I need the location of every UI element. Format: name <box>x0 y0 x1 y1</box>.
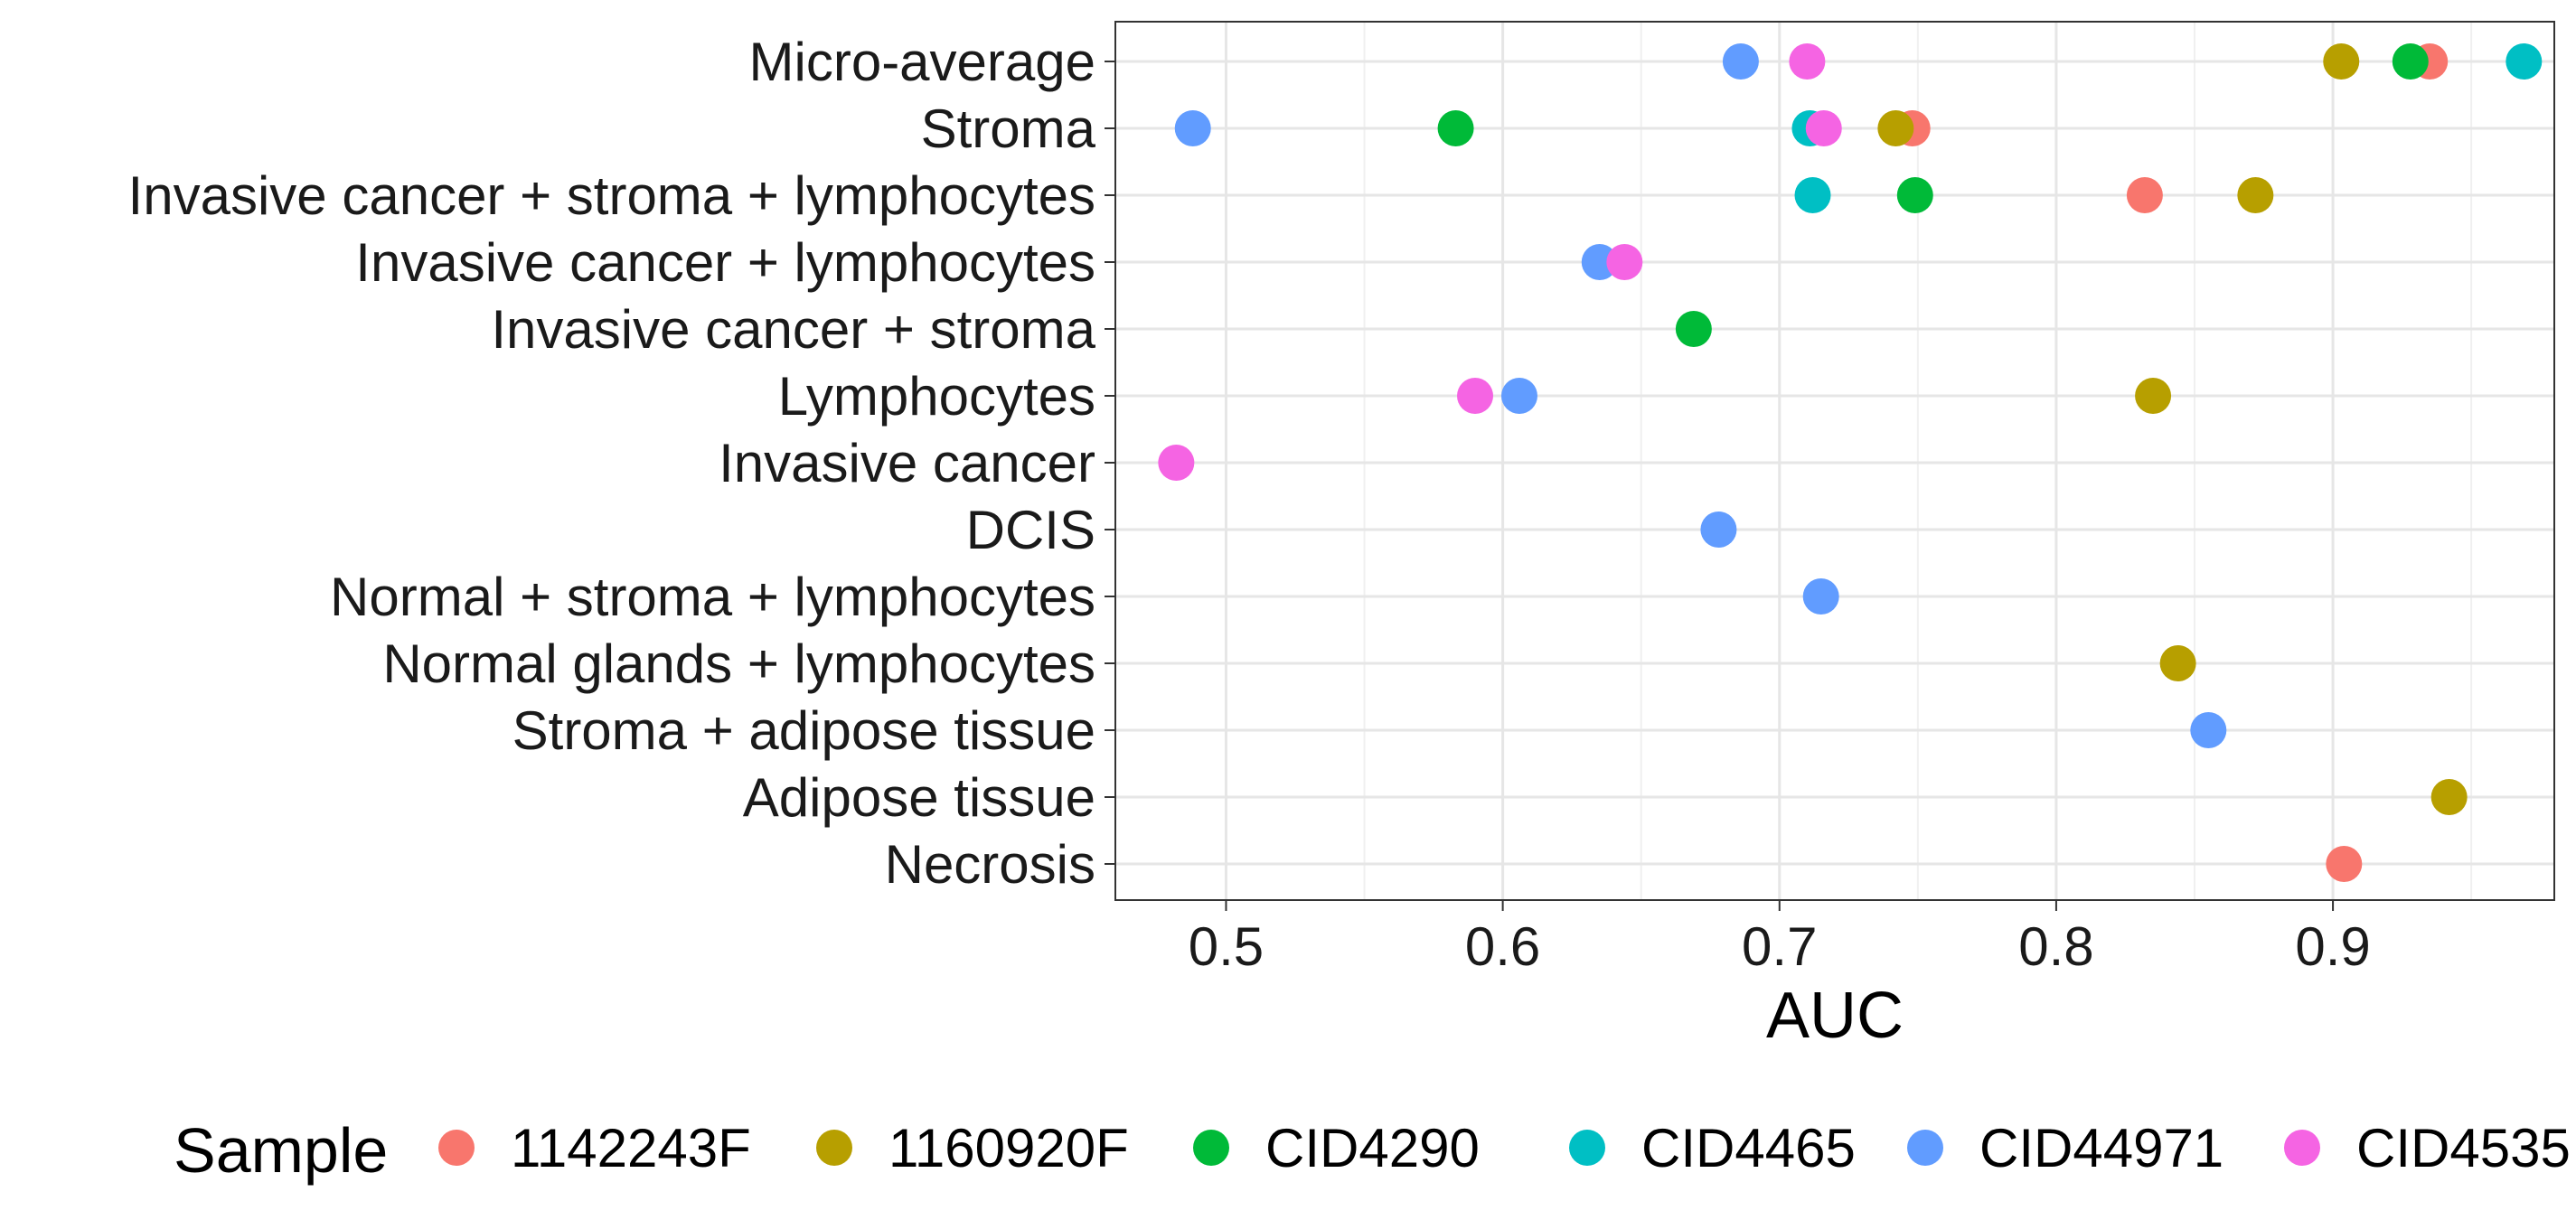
legend-key <box>816 1130 852 1166</box>
data-point <box>2126 177 2163 213</box>
legend-key <box>1907 1130 1943 1166</box>
category-label: Normal + stroma + lymphocytes <box>330 567 1095 627</box>
legend-label: 1142243F <box>511 1118 751 1178</box>
data-point <box>2190 712 2227 748</box>
data-point <box>2430 779 2468 815</box>
data-point <box>1877 110 1914 146</box>
legend-label: CID4465 <box>1641 1118 1856 1178</box>
x-tick-label: 0.7 <box>1742 916 1817 977</box>
data-point <box>1675 311 1712 347</box>
data-point <box>1158 445 1195 481</box>
data-point <box>1802 578 1839 615</box>
category-label: Invasive cancer + lymphocytes <box>355 232 1095 293</box>
category-label: Lymphocytes <box>778 366 1095 427</box>
category-label: Adipose tissue <box>743 767 1095 828</box>
legend-label: CID44971 <box>1979 1118 2223 1178</box>
data-point <box>2159 645 2196 681</box>
data-point <box>1794 177 1831 213</box>
x-tick-label: 0.5 <box>1189 916 1264 977</box>
legend-key <box>438 1130 475 1166</box>
category-label: Invasive cancer + stroma + lymphocytes <box>128 165 1095 226</box>
category-label: Necrosis <box>885 834 1095 895</box>
data-point <box>2392 43 2429 80</box>
legend-key <box>1193 1130 1229 1166</box>
axes: 0.5 0.6 0.7 0.8 0.9Micro-averageStromaInvasi… <box>128 32 2371 977</box>
data-point <box>1457 378 1493 414</box>
x-tick-label: 0.9 <box>2295 916 2370 977</box>
legend-key <box>2284 1130 2320 1166</box>
data-point <box>1700 511 1737 548</box>
data-point <box>1437 110 1474 146</box>
data-point <box>1805 110 1842 146</box>
category-label: Invasive cancer + stroma <box>491 299 1095 360</box>
legend-title: Sample <box>174 1115 388 1186</box>
x-axis-title: AUC <box>1766 980 1904 1052</box>
legend: Sample 1142243F 1160920F CID4290 CID4465 CID… <box>174 1115 2571 1186</box>
data-point <box>1896 177 1933 213</box>
data-point <box>1722 43 1759 80</box>
data-point <box>1500 378 1537 414</box>
grid-lines <box>1115 22 2554 900</box>
data-point <box>1581 244 1618 280</box>
data-point <box>2505 43 2543 80</box>
legend-key <box>1569 1130 1605 1166</box>
data-point <box>2323 43 2360 80</box>
x-tick-label: 0.8 <box>2018 916 2093 977</box>
data-point <box>2237 177 2274 213</box>
legend-label: 1160920F <box>888 1118 1129 1178</box>
data-points <box>1158 43 2543 882</box>
category-label: Stroma + adipose tissue <box>512 700 1095 761</box>
x-tick-label: 0.6 <box>1465 916 1540 977</box>
panel-border <box>1114 21 2555 901</box>
data-point <box>2326 846 2363 882</box>
legend-label: CID4535 <box>2356 1118 2571 1178</box>
data-point <box>1174 110 1211 146</box>
data-point <box>1606 244 1643 280</box>
category-label: Micro-average <box>749 32 1095 92</box>
data-point <box>2135 378 2172 414</box>
category-label: Normal glands + lymphocytes <box>382 633 1095 694</box>
category-label: Invasive cancer <box>719 433 1095 493</box>
legend-label: CID4290 <box>1265 1118 1480 1178</box>
category-label: Stroma <box>921 99 1096 159</box>
category-label: DCIS <box>966 500 1095 560</box>
data-point <box>1789 43 1826 80</box>
